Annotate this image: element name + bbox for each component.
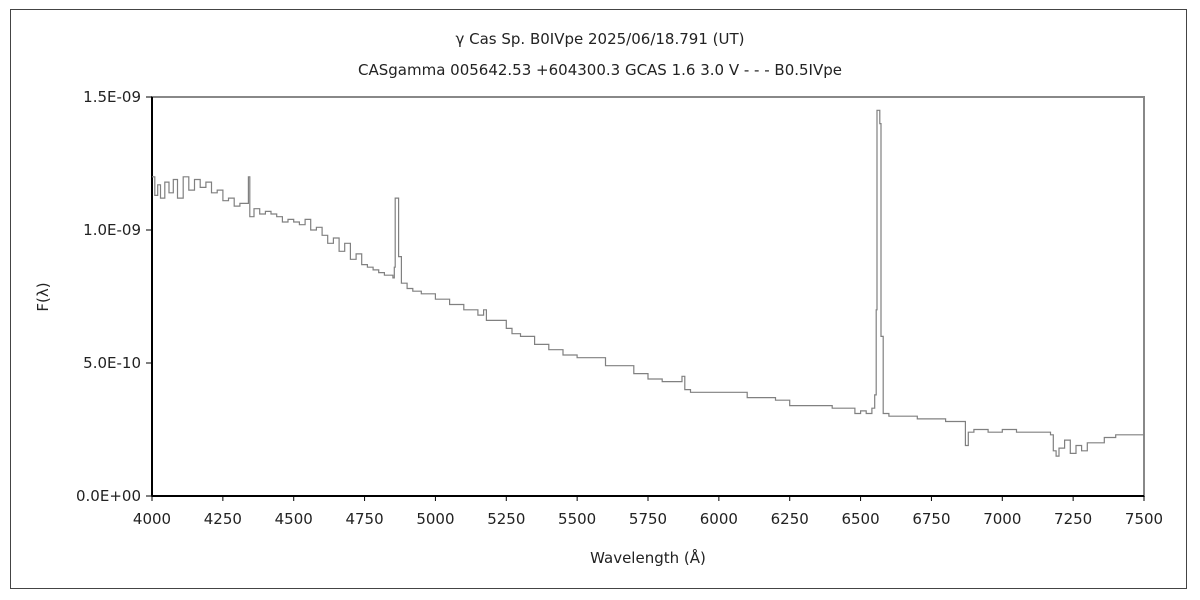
x-tick-label: 4250 [204, 510, 242, 528]
x-tick-label: 5500 [558, 510, 596, 528]
x-tick-label: 6500 [841, 510, 879, 528]
x-tick-label: 5750 [629, 510, 667, 528]
chart-title: γ Cas Sp. B0IVpe 2025/06/18.791 (UT) [456, 30, 745, 48]
x-axis-label: Wavelength (Å) [590, 548, 706, 567]
chart-frame [10, 9, 1187, 589]
chart-subtitle: CASgamma 005642.53 +604300.3 GCAS 1.6 3.… [358, 61, 842, 79]
y-tick-label: 1.5E-09 [83, 88, 141, 106]
y-tick-label: 0.0E+00 [76, 487, 141, 505]
x-tick-label: 5250 [487, 510, 525, 528]
x-tick-label: 7500 [1125, 510, 1163, 528]
x-tick-label: 6750 [912, 510, 950, 528]
plot-area [151, 96, 1145, 497]
x-tick-label: 5000 [416, 510, 454, 528]
x-tick-label: 6000 [700, 510, 738, 528]
x-tick-label: 4750 [345, 510, 383, 528]
spectrum-line [152, 109, 1144, 457]
x-tick-label: 4500 [275, 510, 313, 528]
x-tick-label: 4000 [133, 510, 171, 528]
x-tick-label: 6250 [771, 510, 809, 528]
y-tick-label: 5.0E-10 [83, 354, 141, 372]
x-tick-label: 7250 [1054, 510, 1092, 528]
y-tick-label: 1.0E-09 [83, 221, 141, 239]
x-tick-label: 7000 [983, 510, 1021, 528]
y-axis-label: F(λ) [34, 282, 52, 311]
